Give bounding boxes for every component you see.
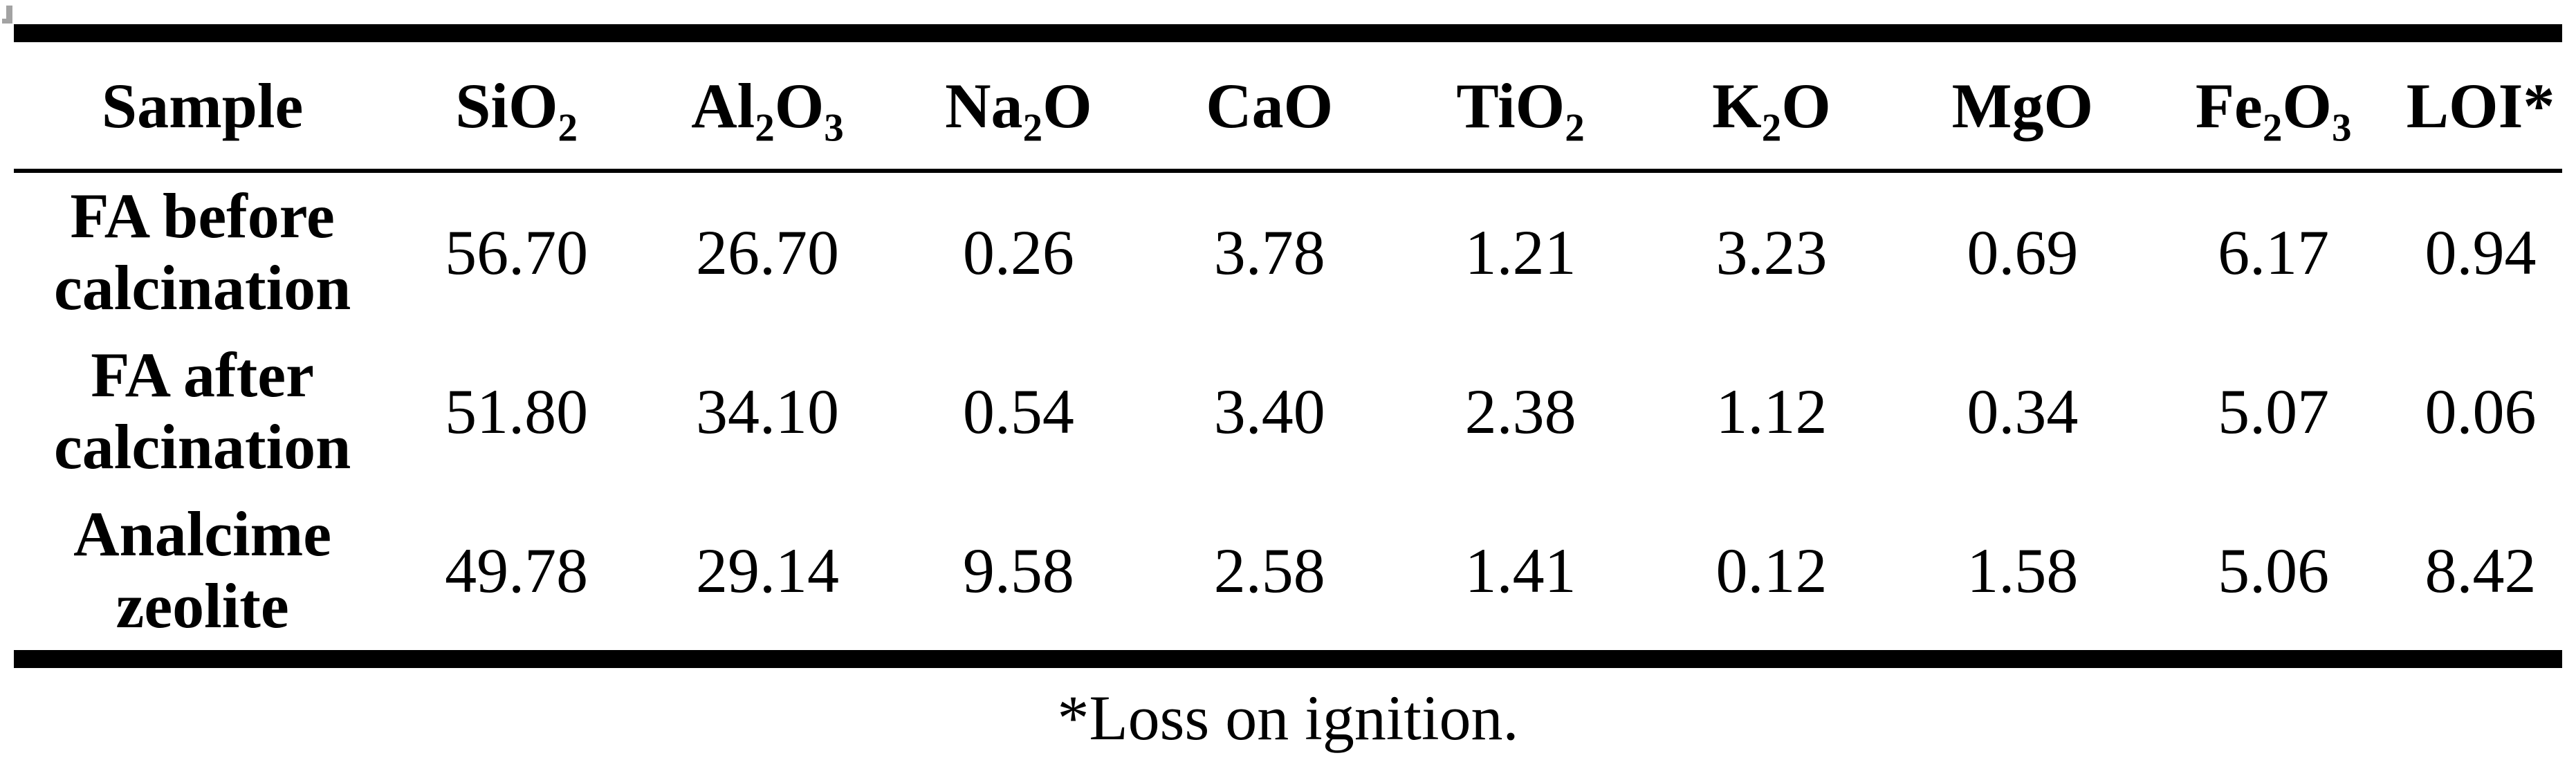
table-row: Analcime zeolite 49.78 29.14 9.58 2.58 1.41 0.1… (14, 491, 2562, 659)
value-cell: 0.06 (2425, 376, 2537, 447)
column-header-sample: Sample (101, 70, 304, 141)
value-cell: 51.80 (445, 376, 589, 447)
value-cell: 34.10 (696, 376, 840, 447)
column-header-loi: LOI* (2406, 70, 2555, 141)
table-row: FA before calcination 56.70 26.70 0.26 3.78 1.… (14, 171, 2562, 332)
sample-label-line: Analcime (73, 499, 332, 570)
value-cell: 0.12 (1715, 535, 1828, 606)
value-cell: 8.42 (2425, 535, 2537, 606)
value-cell: 5.06 (2218, 535, 2330, 606)
value-cell: 0.94 (2425, 217, 2537, 288)
formula-subscript: 2 (1761, 105, 1782, 149)
value-cell: 3.40 (1213, 376, 1325, 447)
value-cell: 0.34 (1967, 376, 2079, 447)
value-cell: 5.07 (2218, 376, 2330, 447)
value-cell: 29.14 (696, 535, 840, 606)
column-header-mgo: MgO (1951, 70, 2094, 141)
value-cell: 3.78 (1213, 217, 1325, 288)
formula-subscript: 2 (558, 105, 578, 149)
sample-cell: FA before calcination (14, 171, 391, 332)
formula-subscript: 2 (2262, 105, 2283, 149)
column-header-sio2: SiO2 (455, 70, 578, 149)
column-header-cao: CaO (1206, 70, 1334, 141)
column-header-na2o: Na2O (945, 70, 1092, 149)
formula-subscript: 3 (2331, 105, 2352, 149)
formula-subscript: 2 (1022, 105, 1043, 149)
formula-subscript: 2 (1565, 105, 1585, 149)
value-cell: 1.21 (1464, 217, 1576, 288)
sample-label-line: calcination (53, 411, 351, 482)
cursor-artifact (2, 6, 12, 24)
value-cell: 1.58 (1967, 535, 2079, 606)
sample-label-line: zeolite (116, 571, 289, 641)
value-cell: 49.78 (445, 535, 589, 606)
value-cell: 26.70 (696, 217, 840, 288)
sample-cell: Analcime zeolite (14, 491, 391, 659)
value-cell: 3.23 (1715, 217, 1828, 288)
value-cell: 0.54 (962, 376, 1074, 447)
sample-label-line: calcination (53, 252, 351, 323)
table-row: FA after calcination 51.80 34.10 0.54 3.40 2.3… (14, 332, 2562, 491)
column-header-tio2: TiO2 (1456, 70, 1585, 149)
formula-subscript: 3 (824, 105, 844, 149)
sample-label-line: FA before (70, 180, 335, 252)
value-cell: 2.38 (1464, 376, 1576, 447)
value-cell: 0.26 (962, 217, 1074, 288)
value-cell: 0.69 (1967, 217, 2079, 288)
formula-subscript: 2 (755, 105, 775, 149)
value-cell: 6.17 (2218, 217, 2330, 288)
column-header-al2o3: Al2O3 (691, 70, 844, 149)
column-header-fe2o3: Fe2O3 (2195, 70, 2352, 149)
value-cell: 9.58 (962, 535, 1074, 606)
sample-label-line: FA after (91, 340, 314, 411)
composition-table: Sample SiO2 Al2O3 Na2O CaO TiO2 K2O MgO Fe2O3 LOI… (14, 24, 2562, 668)
sample-cell: FA after calcination (14, 332, 391, 491)
header-row: Sample SiO2 Al2O3 Na2O CaO TiO2 K2O MgO Fe2O3 LOI… (14, 33, 2562, 171)
value-cell: 56.70 (445, 217, 589, 288)
column-header-k2o: K2O (1712, 70, 1831, 149)
value-cell: 2.58 (1213, 535, 1325, 606)
value-cell: 1.12 (1715, 376, 1828, 447)
value-cell: 1.41 (1464, 535, 1576, 606)
table-footnote: *Loss on ignition. (1057, 683, 1519, 753)
